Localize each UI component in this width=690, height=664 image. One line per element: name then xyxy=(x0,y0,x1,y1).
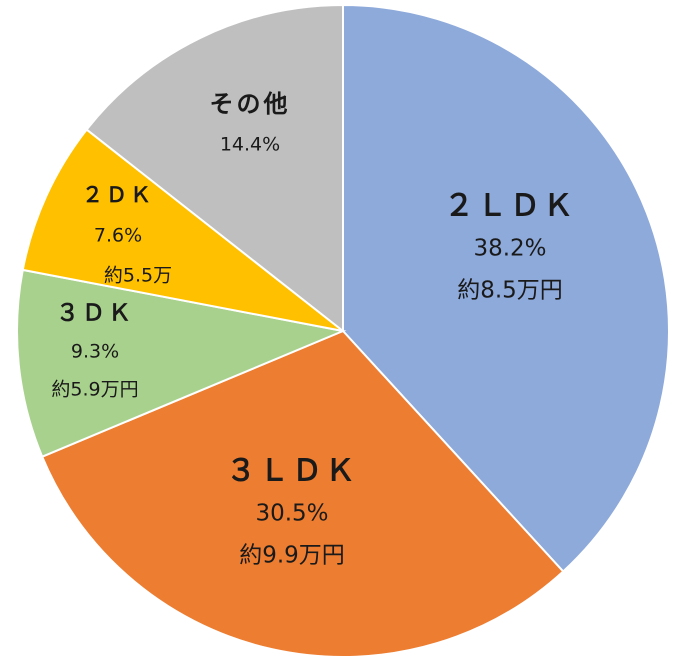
pie-slice-4 xyxy=(21,128,344,332)
slice-price-label: 約9.9万円 xyxy=(239,543,345,569)
slice-price-label: 約5.5万 xyxy=(104,265,172,287)
slice-percent-label: 9.3% xyxy=(71,341,119,363)
slice-name-label: その他 xyxy=(210,90,291,118)
slice-percent-label: 7.6% xyxy=(94,225,142,247)
slice-percent-label: 38.2% xyxy=(473,236,546,262)
slice-percent-label: 14.4% xyxy=(220,134,280,156)
pie-slice-3 xyxy=(16,268,347,459)
slice-name-label: ２ＤＫ xyxy=(82,183,154,207)
pie-slice-2 xyxy=(40,329,565,658)
pie-labels: ２ＬＤＫ 38.2% 約8.5万円 ３ＬＤＫ 30.5% 約9.9万円 ３ＤＫ 9.3% 約5.… xyxy=(51,90,576,569)
pie-slices xyxy=(16,3,670,658)
pie-slice-5 xyxy=(85,3,344,334)
slice-name-label: ２ＬＤＫ xyxy=(444,189,576,224)
slice-name-label: ３ＤＫ xyxy=(56,301,134,327)
pie-slice-1 xyxy=(342,3,670,573)
slice-name-label: ３ＬＤＫ xyxy=(226,454,358,489)
slice-percent-label: 30.5% xyxy=(255,501,328,527)
slice-price-label: 約8.5万円 xyxy=(457,278,563,304)
slice-price-label: 約5.9万円 xyxy=(51,379,138,401)
